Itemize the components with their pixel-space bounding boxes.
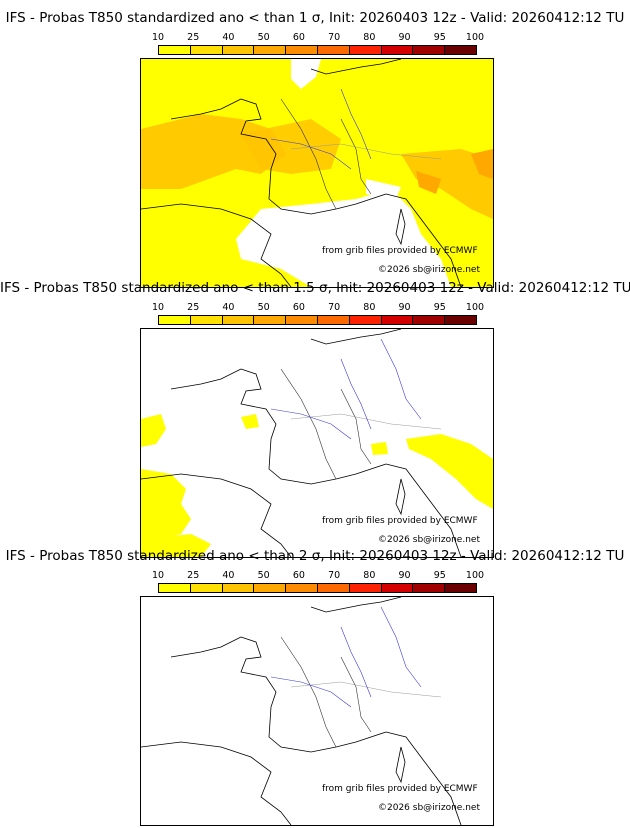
colorbar-swatch xyxy=(222,316,255,324)
source-credit: from grib files provided by ECMWF xyxy=(322,246,478,256)
colorbar-swatch xyxy=(317,46,350,54)
copyright-credit: ©2026 sb@irizone.net xyxy=(378,803,480,813)
panel-title: IFS - Probas T850 standardized ano < tha… xyxy=(5,548,625,564)
colorbar-swatch xyxy=(190,316,223,324)
colorbar-swatch xyxy=(445,316,476,324)
colorbar-label: 100 xyxy=(465,302,485,313)
colorbar-swatch xyxy=(222,584,255,592)
colorbar-swatch xyxy=(349,584,382,592)
colorbar-swatch xyxy=(413,316,446,324)
colorbar-label: 25 xyxy=(187,32,200,43)
colorbar-label: 25 xyxy=(187,570,200,581)
colorbar-label: 95 xyxy=(433,570,446,581)
colorbar-swatch xyxy=(286,584,318,592)
map-panel-1: IFS - Probas T850 standardized ano < tha… xyxy=(0,10,630,288)
colorbar-swatch xyxy=(254,46,287,54)
colorbar-label: 10 xyxy=(151,302,165,313)
colorbar-swatch xyxy=(254,316,287,324)
colorbar xyxy=(158,583,477,593)
colorbar-label: 95 xyxy=(433,32,446,43)
colorbar-swatch xyxy=(159,46,191,54)
colorbar-swatch xyxy=(190,46,223,54)
colorbar-swatch xyxy=(381,46,414,54)
colorbar-label: 100 xyxy=(465,570,485,581)
colorbar-label: 70 xyxy=(328,302,341,313)
colorbar-label: 60 xyxy=(292,32,305,43)
panel-title: IFS - Probas T850 standardized ano < tha… xyxy=(0,280,630,296)
colorbar-labels: 10 25 40 50 60 70 80 90 95 100 xyxy=(152,32,484,44)
probability-map xyxy=(141,329,493,557)
colorbar-label: 40 xyxy=(222,570,235,581)
colorbar-label: 70 xyxy=(328,32,341,43)
colorbar-swatch xyxy=(190,584,223,592)
colorbar xyxy=(158,45,477,55)
colorbar-swatch xyxy=(222,46,255,54)
colorbar-label: 40 xyxy=(222,32,235,43)
colorbar-label: 90 xyxy=(398,302,411,313)
map-area xyxy=(140,328,494,558)
colorbar-swatch xyxy=(445,584,476,592)
colorbar-label: 95 xyxy=(433,302,446,313)
colorbar-label: 25 xyxy=(187,302,200,313)
map-area xyxy=(140,58,494,288)
colorbar-label: 80 xyxy=(363,32,376,43)
colorbar-label: 70 xyxy=(328,570,341,581)
colorbar-swatch xyxy=(349,316,382,324)
colorbar-swatch xyxy=(445,46,476,54)
colorbar-swatch xyxy=(286,46,318,54)
source-credit: from grib files provided by ECMWF xyxy=(322,516,478,526)
colorbar-swatch xyxy=(159,584,191,592)
colorbar-label: 50 xyxy=(257,302,270,313)
colorbar-label: 10 xyxy=(151,570,165,581)
colorbar-swatch xyxy=(381,316,414,324)
colorbar-swatch xyxy=(159,316,191,324)
copyright-credit: ©2026 sb@irizone.net xyxy=(378,535,480,545)
colorbar xyxy=(158,315,477,325)
colorbar-swatch xyxy=(317,584,350,592)
colorbar-label: 50 xyxy=(257,32,270,43)
copyright-credit: ©2026 sb@irizone.net xyxy=(378,265,480,275)
probability-map xyxy=(141,597,493,825)
colorbar-label: 80 xyxy=(363,570,376,581)
colorbar-labels: 10 25 40 50 60 70 80 90 95 100 xyxy=(152,570,484,582)
colorbar-label: 60 xyxy=(292,302,305,313)
source-credit: from grib files provided by ECMWF xyxy=(322,784,478,794)
colorbar-label: 90 xyxy=(398,570,411,581)
colorbar-label: 60 xyxy=(292,570,305,581)
map-panel-3: IFS - Probas T850 standardized ano < tha… xyxy=(0,548,630,826)
colorbar-label: 90 xyxy=(398,32,411,43)
colorbar-label: 100 xyxy=(465,32,485,43)
colorbar-labels: 10 25 40 50 60 70 80 90 95 100 xyxy=(152,302,484,314)
colorbar-label: 40 xyxy=(222,302,235,313)
colorbar-label: 50 xyxy=(257,570,270,581)
colorbar-swatch xyxy=(286,316,318,324)
colorbar-swatch xyxy=(317,316,350,324)
colorbar-swatch xyxy=(349,46,382,54)
colorbar-swatch xyxy=(381,584,414,592)
colorbar-label: 80 xyxy=(363,302,376,313)
map-panel-2: IFS - Probas T850 standardized ano < tha… xyxy=(0,280,630,558)
colorbar-swatch xyxy=(413,584,446,592)
colorbar-swatch xyxy=(254,584,287,592)
probability-map xyxy=(141,59,493,287)
map-area xyxy=(140,596,494,826)
colorbar-swatch xyxy=(413,46,446,54)
colorbar-label: 10 xyxy=(151,32,165,43)
panel-title: IFS - Probas T850 standardized ano < tha… xyxy=(5,10,625,26)
